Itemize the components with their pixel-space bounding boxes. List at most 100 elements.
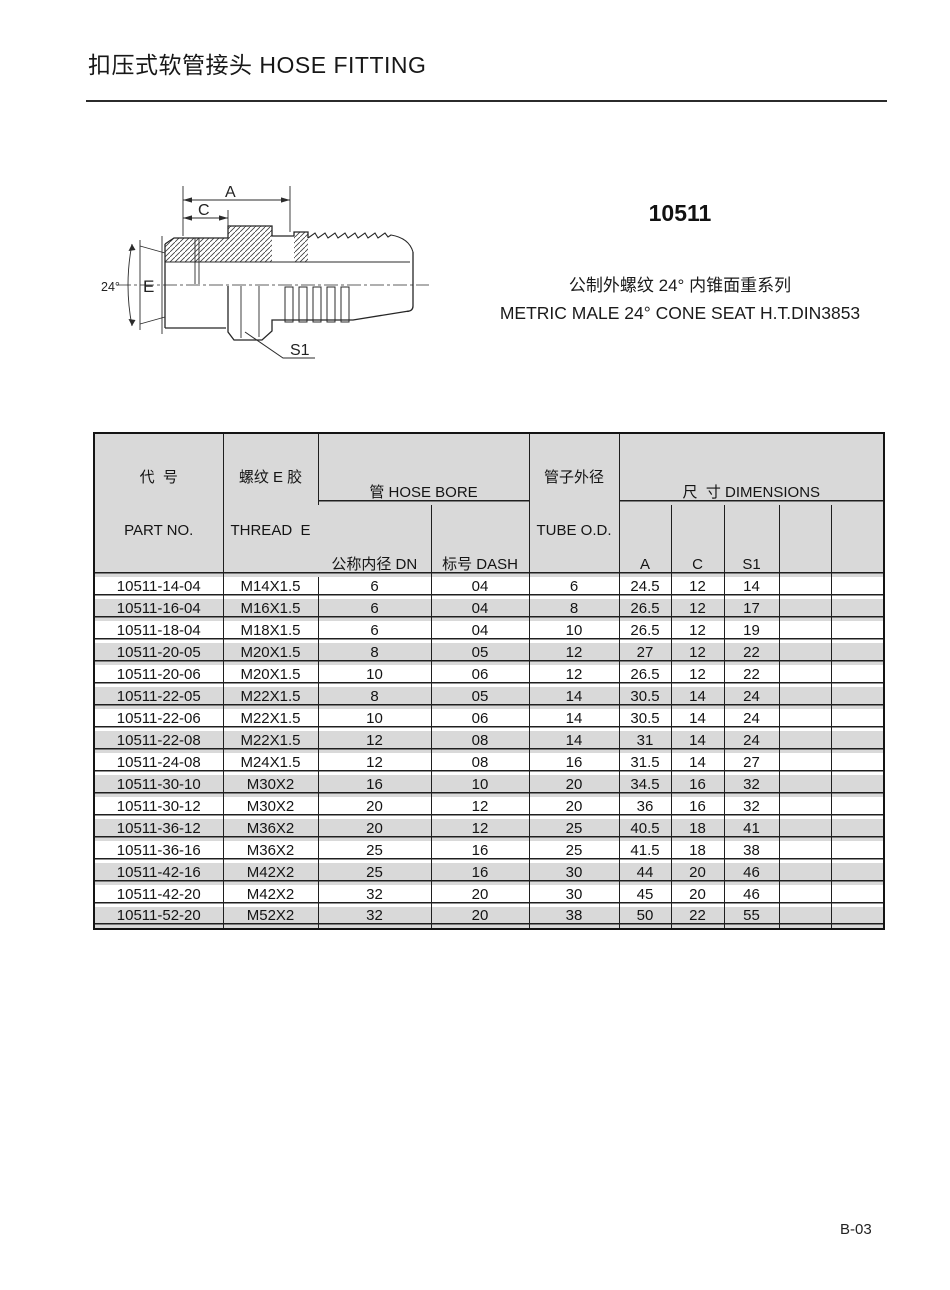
- table-cell: [778, 598, 832, 621]
- table-cell: [778, 664, 832, 687]
- table-cell: 10511-36-16: [94, 840, 223, 863]
- table-cell: 19: [723, 620, 780, 643]
- table-cell: [830, 730, 885, 753]
- table-cell: 20: [317, 796, 431, 819]
- table-cell: 14: [670, 686, 725, 709]
- table-cell: 10511-14-04: [94, 576, 223, 599]
- table-cell: 18: [670, 818, 725, 841]
- table-cell: 05: [430, 686, 530, 709]
- table-cell: 22: [723, 664, 780, 687]
- table-cell: [778, 862, 832, 885]
- table-cell: 27: [723, 752, 780, 775]
- header-part-no: 代 号 PART NO.: [94, 433, 223, 577]
- table-cell: 10511-16-04: [94, 598, 223, 621]
- table-cell: 24: [723, 730, 780, 753]
- table-row: 10511-42-16 M42X2 25 16 30 44 20 46: [94, 862, 885, 885]
- table-cell: M36X2: [222, 840, 318, 863]
- table-cell: [830, 818, 885, 841]
- table-cell: 10: [317, 664, 431, 687]
- header-tube-od: 管子外径 TUBE O.D.: [528, 433, 620, 577]
- table-row: 10511-24-08 M24X1.5 12 08 16 31.5 14 27: [94, 752, 885, 775]
- table-cell: 6: [528, 576, 620, 599]
- table-cell: 20: [670, 884, 725, 907]
- table-body: 10511-14-04 M14X1.5 6 04 6 24.5 12 14 10511-16-0…: [94, 576, 885, 929]
- table-cell: 31: [618, 730, 672, 753]
- table-cell: 10511-36-12: [94, 818, 223, 841]
- table-row: 10511-36-12 M36X2 20 12 25 40.5 18 41: [94, 818, 885, 841]
- table-cell: 6: [317, 598, 431, 621]
- product-series-cn: 公制外螺纹 24° 内锥面重系列: [568, 276, 792, 295]
- table-cell: 24: [723, 686, 780, 709]
- table-cell: [778, 642, 832, 665]
- header-col-s1: S1: [723, 504, 780, 577]
- table-cell: [830, 796, 885, 819]
- table-cell: 08: [430, 752, 530, 775]
- table-cell: [778, 818, 832, 841]
- table-cell: 31.5: [618, 752, 672, 775]
- table-cell: 20: [430, 884, 530, 907]
- table-header: 代 号 PART NO. 螺纹 E 胶 THREAD E 管 HOSE BORE…: [94, 433, 885, 577]
- table-cell: 20: [528, 796, 620, 819]
- table-cell: 20: [430, 906, 530, 929]
- product-info: 10511 公制外螺纹 24° 内锥面重系列 METRIC MALE 24° C…: [470, 200, 890, 324]
- table-cell: 38: [723, 840, 780, 863]
- table-cell: 46: [723, 884, 780, 907]
- dim-a-label: A: [225, 184, 236, 201]
- table-row: 10511-16-04 M16X1.5 6 04 8 26.5 12 17: [94, 598, 885, 621]
- table-cell: 12: [317, 752, 431, 775]
- table-row: 10511-30-10 M30X2 16 10 20 34.5 16 32: [94, 774, 885, 797]
- table-cell: 16: [670, 774, 725, 797]
- table-cell: 30: [528, 862, 620, 885]
- table-row: 10511-30-12 M30X2 20 12 20 36 16 32: [94, 796, 885, 819]
- table-cell: 25: [528, 818, 620, 841]
- table-cell: 25: [317, 840, 431, 863]
- header-dimensions-group: 尺 寸 DIMENSIONS: [618, 433, 885, 505]
- table-cell: 20: [317, 818, 431, 841]
- table-cell: 18: [670, 840, 725, 863]
- table-cell: [830, 620, 885, 643]
- cone-dimension: [127, 236, 166, 334]
- table-cell: 14: [723, 576, 780, 599]
- table-cell: 26.5: [618, 664, 672, 687]
- table-cell: M14X1.5: [222, 576, 318, 599]
- table-cell: [830, 598, 885, 621]
- table-cell: M42X2: [222, 862, 318, 885]
- header-tube-od-cn: 管子外径: [544, 468, 605, 486]
- header-thread: 螺纹 E 胶 THREAD E: [222, 433, 318, 577]
- table-cell: 30.5: [618, 686, 672, 709]
- table-cell: 10: [430, 774, 530, 797]
- table-cell: [778, 752, 832, 775]
- table-cell: 12: [528, 664, 620, 687]
- table-cell: [830, 884, 885, 907]
- table-cell: M20X1.5: [222, 664, 318, 687]
- table-cell: 10511-42-16: [94, 862, 223, 885]
- table-cell: M16X1.5: [222, 598, 318, 621]
- s1-label: S1: [290, 342, 310, 359]
- table-cell: 10511-20-05: [94, 642, 223, 665]
- table-cell: 04: [430, 598, 530, 621]
- table-cell: 10511-42-20: [94, 884, 223, 907]
- header-empty-2: [830, 504, 885, 577]
- header-part-no-cn: 代 号: [139, 468, 178, 486]
- table-cell: 30: [528, 884, 620, 907]
- table-cell: 14: [670, 730, 725, 753]
- table-cell: 16: [317, 774, 431, 797]
- table-cell: M18X1.5: [222, 620, 318, 643]
- table-cell: 04: [430, 620, 530, 643]
- table-cell: 20: [528, 774, 620, 797]
- table-cell: 26.5: [618, 620, 672, 643]
- table-cell: 10511-52-20: [94, 906, 223, 929]
- header-thread-cn: 螺纹 E 胶: [238, 468, 303, 486]
- table-cell: 06: [430, 664, 530, 687]
- table-cell: 50: [618, 906, 672, 929]
- table-cell: 22: [670, 906, 725, 929]
- table-cell: 27: [618, 642, 672, 665]
- upper-profile: [164, 225, 309, 245]
- page-number: B-03: [840, 1221, 872, 1238]
- table-cell: 10511-22-06: [94, 708, 223, 731]
- table-cell: 32: [317, 884, 431, 907]
- table-cell: [830, 840, 885, 863]
- table-cell: [778, 840, 832, 863]
- table-cell: 14: [670, 752, 725, 775]
- table-cell: 14: [528, 686, 620, 709]
